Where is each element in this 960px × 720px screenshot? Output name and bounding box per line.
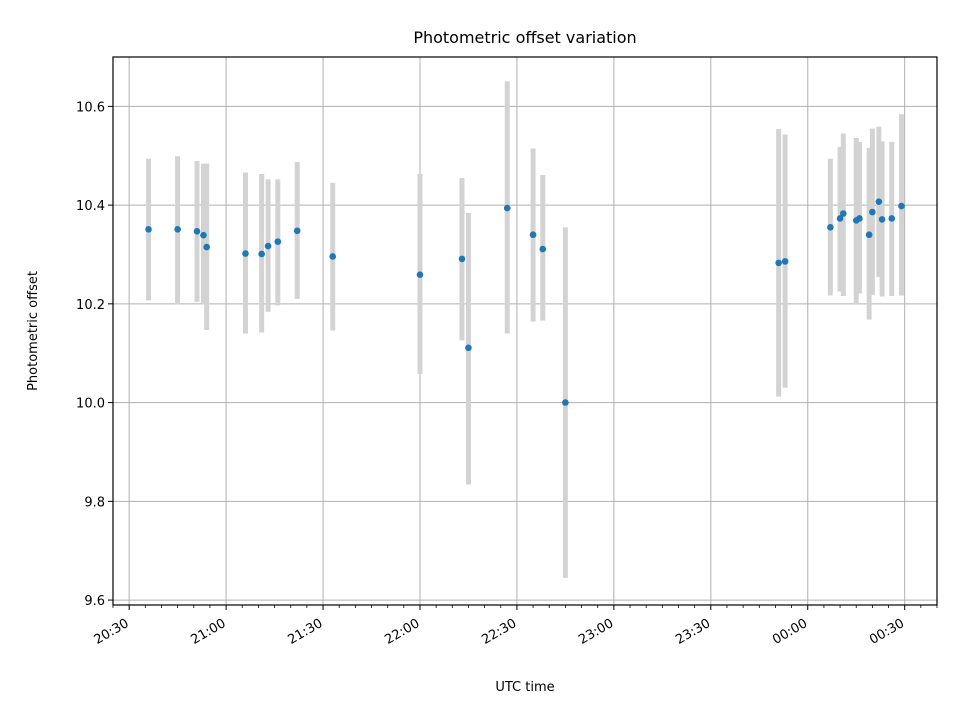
data-point xyxy=(827,224,834,231)
data-point xyxy=(203,243,211,251)
y-tick-label: 10.6 xyxy=(76,100,105,115)
y-axis-ticks: 9.6 9.8 10.0 10.2 10.4 10.6 xyxy=(76,100,113,609)
data-point xyxy=(869,208,876,216)
data-point xyxy=(836,215,844,222)
data-point xyxy=(878,216,886,223)
data-point xyxy=(875,198,883,205)
data-point xyxy=(145,225,152,233)
data-point xyxy=(258,250,265,258)
data-point xyxy=(865,231,873,239)
data-point xyxy=(193,227,201,235)
data-point xyxy=(242,250,249,257)
data-point xyxy=(465,344,472,352)
data-point xyxy=(458,255,466,263)
chart-title: Photometric offset variation xyxy=(413,28,636,47)
data-point xyxy=(888,215,896,222)
data-point xyxy=(539,245,547,253)
data-point xyxy=(329,253,337,260)
data-point xyxy=(781,258,789,265)
data-points xyxy=(145,198,905,406)
y-tick-label: 9.6 xyxy=(84,594,105,609)
data-point xyxy=(839,210,847,217)
plot-frame xyxy=(112,56,938,606)
y-tick-label: 9.8 xyxy=(84,495,105,510)
data-point xyxy=(174,225,181,233)
data-point xyxy=(856,215,863,222)
data-point xyxy=(274,238,282,245)
y-axis-label: Photometric offset xyxy=(26,271,41,391)
data-point xyxy=(264,242,272,250)
data-point xyxy=(529,231,537,239)
y-tick-label: 10.4 xyxy=(76,199,105,214)
data-point xyxy=(293,227,301,235)
data-point xyxy=(503,204,511,212)
data-point xyxy=(898,202,905,210)
data-point xyxy=(562,399,569,406)
data-point xyxy=(416,271,424,279)
data-point xyxy=(200,231,207,239)
grid-lines xyxy=(113,57,937,605)
data-point xyxy=(775,259,782,267)
y-tick-label: 10.2 xyxy=(76,298,105,313)
y-tick-label: 10.0 xyxy=(76,397,105,412)
x-axis-label: UTC time xyxy=(495,680,554,695)
